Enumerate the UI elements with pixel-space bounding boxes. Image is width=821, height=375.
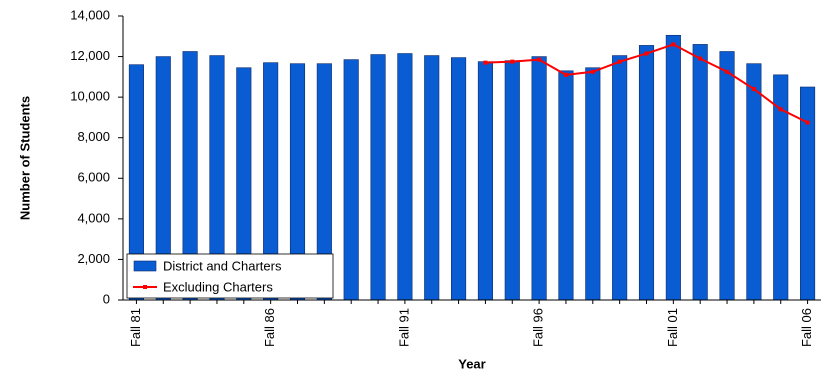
legend-label: Excluding Charters [163, 279, 273, 294]
y-tick-label: 8,000 [77, 129, 110, 144]
bar [424, 55, 440, 301]
line-marker [483, 60, 488, 65]
line-marker [725, 69, 730, 74]
y-tick-label: 6,000 [77, 170, 110, 185]
bar [612, 55, 628, 301]
line-marker [671, 42, 676, 47]
bar [531, 56, 547, 301]
y-tick-label: 14,000 [70, 7, 110, 22]
x-tick-label: Fall 01 [665, 308, 680, 347]
line-marker [617, 59, 622, 64]
bar [638, 45, 655, 301]
y-axis-title: Number of Students [17, 96, 32, 220]
line-marker [778, 107, 783, 112]
bar [451, 57, 467, 301]
bar [504, 60, 520, 301]
bar [477, 61, 493, 301]
line-marker [644, 51, 649, 56]
line-marker [590, 69, 595, 74]
y-tick-label: 0 [103, 291, 110, 306]
legend-box [126, 253, 334, 299]
bar [692, 44, 708, 301]
y-tick-label: 4,000 [77, 210, 110, 225]
x-tick-label: Fall 96 [531, 308, 546, 347]
x-tick-label: Fall 06 [799, 308, 814, 347]
legend-swatch [133, 260, 157, 272]
legend-label: District and Charters [163, 258, 282, 273]
x-tick-label: Fall 86 [262, 308, 277, 347]
bar [343, 59, 359, 301]
y-tick-label: 12,000 [70, 48, 110, 63]
x-axis-title: Year [458, 356, 485, 371]
bar [397, 53, 413, 301]
y-tick-label: 2,000 [77, 251, 110, 266]
line-marker [537, 57, 542, 62]
line-marker [510, 59, 515, 64]
line-marker [751, 87, 756, 92]
x-tick-label: Fall 91 [396, 308, 411, 347]
line-marker [805, 120, 810, 125]
legend-swatch-marker [143, 285, 147, 289]
bar [719, 51, 735, 301]
x-tick-label: Fall 81 [128, 308, 143, 347]
bar [370, 54, 386, 301]
line-marker [698, 56, 703, 61]
bar [746, 63, 762, 301]
y-tick-label: 10,000 [70, 89, 110, 104]
bar [665, 34, 681, 301]
line-marker [563, 72, 568, 77]
bar [558, 70, 574, 301]
bar [585, 67, 601, 301]
